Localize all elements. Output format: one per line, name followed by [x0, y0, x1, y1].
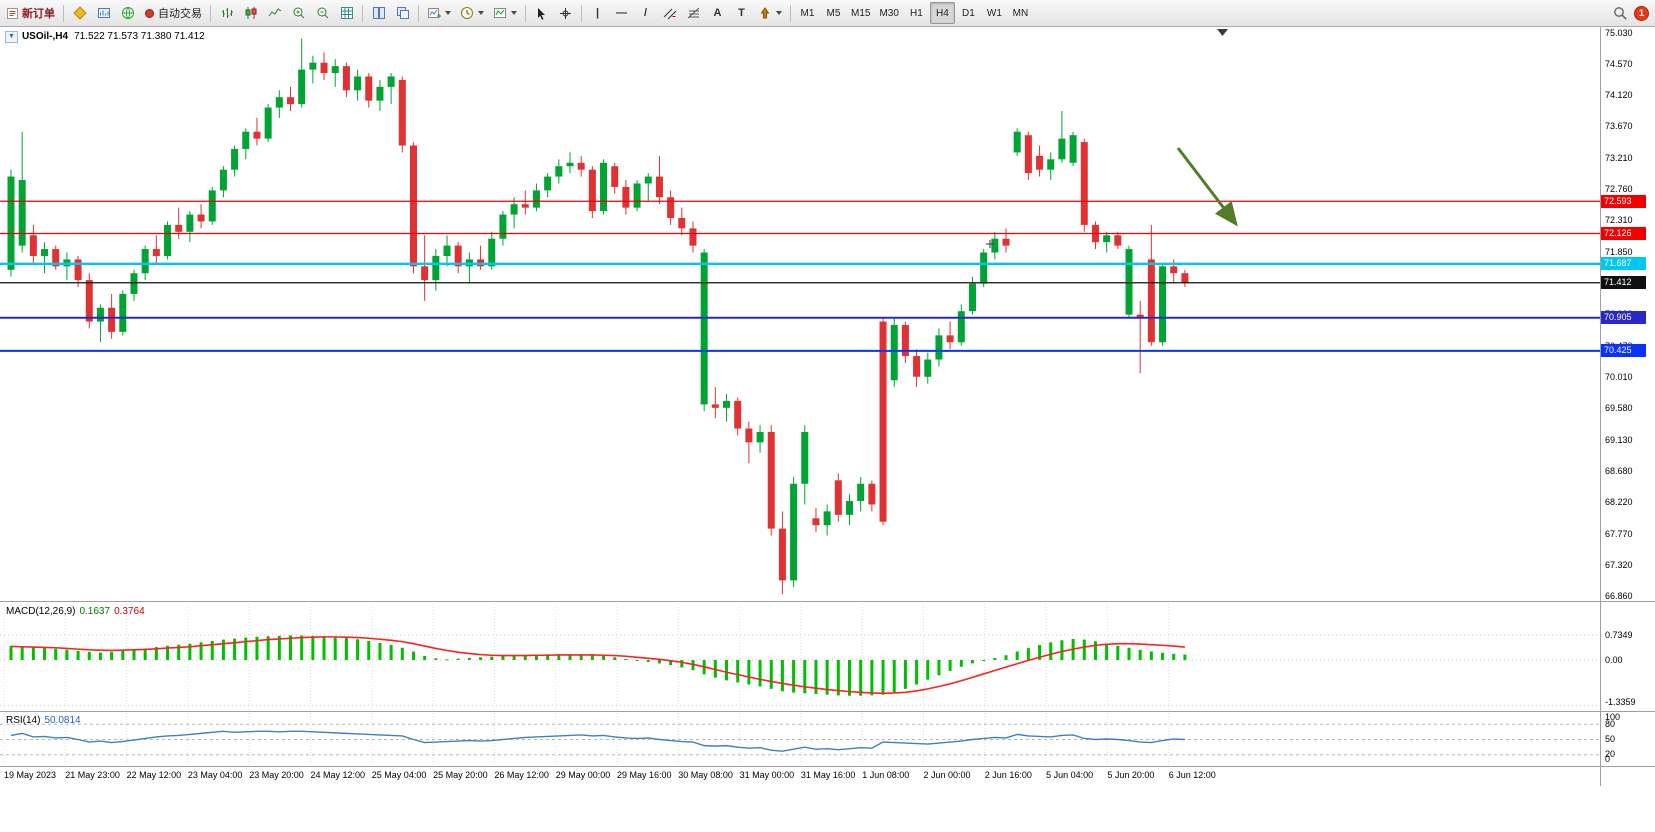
vertical-gridlines — [3, 604, 1170, 766]
shapes-menu-button[interactable] — [754, 2, 786, 24]
dropdown-caret — [776, 11, 782, 15]
indicators-menu-button[interactable] — [489, 2, 521, 24]
timeframe-button-m15[interactable]: M15 — [851, 7, 871, 19]
macd-signal-line — [10, 636, 1185, 695]
channel-tool[interactable] — [658, 2, 681, 24]
timeframe-button-m1[interactable]: M1 — [800, 7, 815, 19]
zoom-out-icon — [317, 7, 328, 19]
trendline-tool[interactable]: / — [643, 7, 648, 19]
globe-icon — [121, 7, 134, 19]
cascade-windows-icon — [396, 7, 409, 19]
community-button[interactable] — [116, 2, 139, 24]
separator — [581, 4, 582, 22]
grid-button[interactable] — [335, 2, 358, 24]
metaeditor-button[interactable] — [68, 2, 91, 24]
dropdown-caret — [478, 11, 484, 15]
tile-windows-button[interactable] — [367, 2, 390, 24]
indicators-icon — [494, 8, 506, 18]
separator — [362, 4, 363, 22]
down-arrow-annotation[interactable] — [1176, 147, 1238, 227]
crosshair-icon — [560, 7, 571, 19]
cascade-windows-button[interactable] — [391, 2, 414, 24]
channel-icon — [663, 8, 676, 20]
vertical-line-tool[interactable]: | — [595, 7, 600, 19]
timeframe-button-h4[interactable]: H4 — [929, 2, 955, 24]
new-chart-button[interactable] — [423, 2, 455, 24]
search-icon[interactable] — [1613, 6, 1628, 21]
cursor-button[interactable] — [530, 2, 553, 24]
toolbar-right-group: 1 — [1613, 5, 1653, 21]
timeframe-group: M1 M5 M15 M30 H1 H4 D1 W1 MN — [795, 2, 1033, 24]
horizontal-line-tool[interactable]: — — [616, 7, 627, 19]
timeframe-button-w1[interactable]: W1 — [986, 7, 1002, 19]
macd-histogram — [9, 635, 1187, 696]
auto-trading-button[interactable]: 自动交易 — [140, 2, 206, 24]
bar-chart-button[interactable] — [215, 2, 238, 24]
new-order-button[interactable]: 新订单 — [2, 2, 59, 24]
fibonacci-tool[interactable] — [682, 2, 705, 24]
new-order-label: 新订单 — [22, 8, 55, 20]
auto-trading-status-icon — [145, 8, 154, 18]
fibonacci-icon — [687, 7, 699, 19]
dropdown-caret — [511, 11, 517, 15]
chart-shift-marker[interactable] — [1217, 29, 1228, 36]
text-tool[interactable]: A — [713, 7, 722, 19]
text-label-tool[interactable]: T — [738, 7, 745, 19]
zoom-in-button[interactable] — [287, 2, 310, 24]
candlestick-icon — [245, 7, 256, 19]
clock-icon — [461, 7, 473, 19]
line-chart-button[interactable] — [263, 2, 286, 24]
notification-badge[interactable]: 1 — [1634, 5, 1649, 21]
bar-chart-icon — [221, 8, 233, 18]
market-watch-button[interactable] — [92, 2, 115, 24]
separator — [790, 4, 791, 22]
candlestick-chart-button[interactable] — [239, 2, 262, 24]
new-chart-icon — [428, 8, 441, 18]
separator — [63, 4, 64, 22]
gold-diamond-icon — [72, 6, 87, 20]
rsi-line — [10, 730, 1185, 752]
new-order-icon — [7, 7, 18, 19]
timeframe-button-h1[interactable]: H1 — [910, 7, 923, 19]
separator — [418, 4, 419, 22]
timeframe-button-mn[interactable]: MN — [1012, 7, 1029, 19]
zoom-in-icon — [293, 7, 304, 19]
line-chart-icon — [268, 8, 281, 17]
dropdown-caret — [445, 11, 451, 15]
cursor-icon — [538, 7, 545, 20]
timeframe-button-d1[interactable]: D1 — [962, 7, 975, 19]
horizontal-level-lines[interactable] — [0, 200, 1600, 352]
zoom-out-button[interactable] — [311, 2, 334, 24]
auto-trading-label: 自动交易 — [158, 8, 202, 20]
timeframe-button-m5[interactable]: M5 — [826, 7, 841, 19]
grid-icon — [340, 7, 353, 19]
separator — [210, 4, 211, 22]
separator — [525, 4, 526, 22]
timeframe-button-m30[interactable]: M30 — [879, 7, 899, 19]
arrow-shape-icon — [760, 7, 770, 19]
price-marker — [986, 240, 994, 248]
candlesticks — [7, 38, 1189, 595]
chart-window-icon — [97, 8, 110, 18]
timeframes-menu-button[interactable] — [456, 2, 488, 24]
tile-windows-icon — [372, 7, 385, 19]
crosshair-button[interactable] — [554, 2, 577, 24]
toolbar: 新订单 自动交易 | — / A T — [0, 0, 1655, 27]
